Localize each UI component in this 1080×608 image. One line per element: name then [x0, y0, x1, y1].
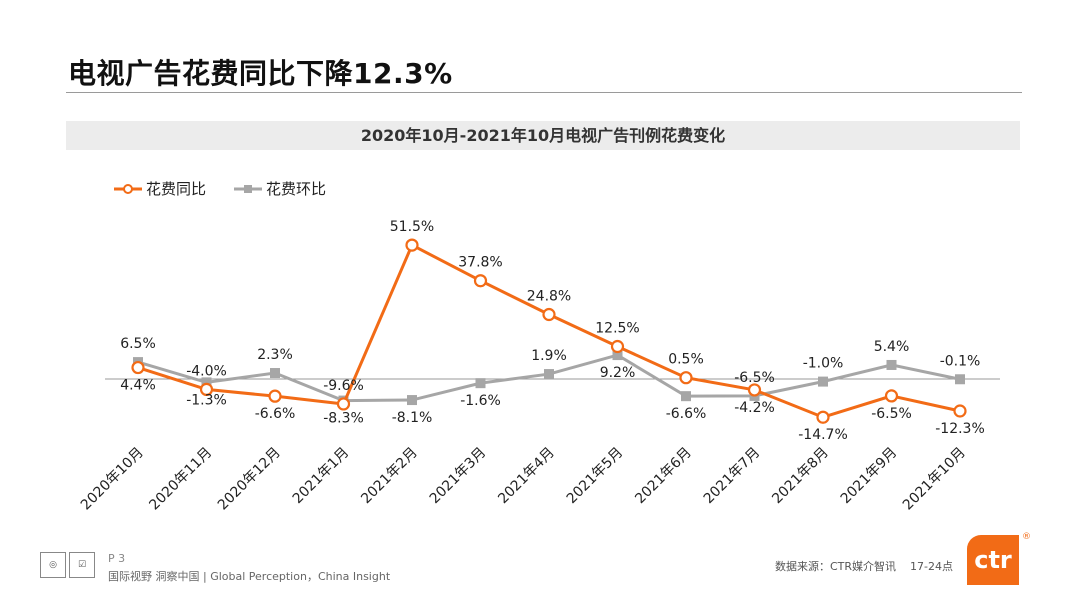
yoy-point — [268, 389, 282, 403]
checklist-icon: ☑ — [69, 552, 95, 578]
legend-circle-marker — [123, 184, 133, 194]
yoy-point — [542, 307, 556, 322]
yoy-data-label: -4.0% — [186, 363, 227, 379]
mom-point — [407, 395, 417, 406]
chart-title: 2020年10月-2021年10月电视广告刊例花费变化 — [66, 121, 1020, 150]
mom-data-label: 9.2% — [600, 365, 636, 381]
mom-data-label: 5.4% — [874, 339, 910, 355]
page-range: 17-24点 — [910, 560, 953, 573]
yoy-data-label: 4.4% — [120, 378, 156, 394]
yoy-data-label: 0.5% — [668, 352, 704, 368]
x-tick-label: 2021年6月 — [632, 445, 695, 508]
certification-logos: ◎ ☑ — [40, 552, 98, 578]
yoy-data-label: -6.5% — [871, 406, 912, 422]
mom-data-label: -6.6% — [666, 406, 707, 422]
footer-slogan: 国际视野 洞察中国 | Global Perception，China Insi… — [108, 570, 391, 583]
yoy-point — [131, 360, 145, 375]
x-tick-label: 2021年9月 — [838, 445, 901, 508]
mom-data-label: -1.0% — [803, 356, 844, 372]
legend-label: 花费同比 — [146, 180, 206, 198]
yoy-data-label: 24.8% — [527, 289, 571, 305]
certification-logo-icon: ◎ — [40, 552, 66, 578]
mom-point — [612, 350, 623, 361]
yoy-point — [884, 389, 899, 403]
legend-label: 花费环比 — [266, 180, 326, 198]
mom-point — [544, 369, 554, 380]
yoy-point — [199, 382, 214, 396]
mom-data-label: -0.1% — [940, 353, 981, 369]
chart-legend: 花费同比 花费环比 — [114, 180, 326, 198]
mom-point — [475, 378, 486, 389]
legend-square-marker — [244, 185, 252, 193]
title-divider — [66, 92, 1022, 93]
mom-point — [270, 368, 280, 379]
x-tick-label: 2021年7月 — [701, 445, 764, 508]
yoy-point — [953, 404, 967, 418]
mom-point — [886, 359, 897, 370]
yoy-point — [816, 410, 830, 424]
yoy-point — [473, 274, 488, 288]
yoy-data-label: -9.6% — [323, 378, 364, 394]
mom-data-label: 2.3% — [257, 347, 293, 363]
mom-point — [201, 377, 212, 388]
yoy-point — [679, 371, 693, 385]
yoy-data-label: -4.2% — [734, 400, 775, 416]
x-tick-label: 2020年10月 — [78, 445, 147, 514]
page-number: P 3 — [108, 552, 126, 565]
mom-data-label: 6.5% — [120, 336, 156, 352]
yoy-data-label: -6.6% — [255, 406, 296, 422]
slide-title: 电视广告花费同比下降12.3% — [68, 57, 453, 90]
mom-point — [818, 376, 828, 387]
x-tick-label: 2021年5月 — [564, 445, 627, 508]
mom-point — [681, 391, 691, 402]
yoy-data-label: 51.5% — [390, 219, 434, 235]
yoy-data-label: -12.3% — [935, 421, 985, 437]
series-line-yoy — [137, 243, 961, 419]
yoy-data-label: -14.7% — [798, 427, 848, 443]
mom-data-label: -1.3% — [186, 392, 227, 408]
x-tick-label: 2021年10月 — [900, 445, 969, 514]
yoy-point — [747, 383, 762, 397]
mom-data-label: -8.3% — [323, 411, 364, 427]
x-tick-label: 2021年2月 — [358, 445, 421, 508]
mom-data-label: -1.6% — [460, 393, 501, 409]
yoy-data-label: 37.8% — [458, 255, 502, 271]
yoy-point — [405, 238, 419, 252]
x-tick-label: 2020年11月 — [146, 445, 215, 514]
mom-data-label: -6.5% — [734, 370, 775, 386]
yoy-data-label: 12.5% — [595, 321, 639, 337]
data-source: 数据来源：CTR媒介智讯 — [775, 560, 897, 573]
x-tick-label: 2021年4月 — [495, 445, 558, 508]
mom-point — [955, 374, 965, 385]
mom-data-label: 1.9% — [531, 348, 567, 364]
ctr-logo: ctr — [967, 535, 1019, 585]
x-tick-label: 2021年3月 — [427, 445, 490, 508]
legend-item: 花费同比 — [114, 180, 206, 198]
yoy-point — [336, 397, 351, 411]
yoy-point — [610, 339, 625, 354]
x-tick-label: 2021年1月 — [290, 445, 353, 508]
x-tick-label: 2021年8月 — [769, 445, 832, 508]
x-tick-label: 2020年12月 — [215, 445, 284, 514]
registered-mark: ® — [1022, 532, 1031, 542]
mom-data-label: -8.1% — [392, 410, 433, 426]
legend-item: 花费环比 — [234, 180, 326, 198]
